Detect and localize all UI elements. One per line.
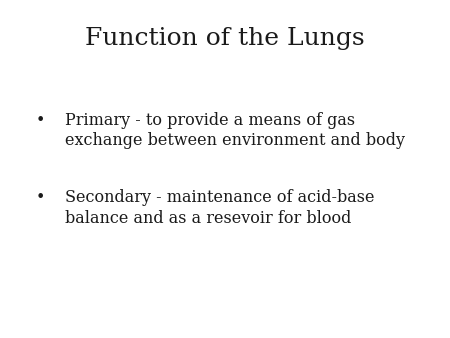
Text: •: • xyxy=(36,112,45,128)
Text: •: • xyxy=(36,189,45,206)
Text: Primary - to provide a means of gas
exchange between environment and body: Primary - to provide a means of gas exch… xyxy=(65,112,405,149)
Text: Secondary - maintenance of acid-base
balance and as a resevoir for blood: Secondary - maintenance of acid-base bal… xyxy=(65,189,375,227)
Text: Function of the Lungs: Function of the Lungs xyxy=(85,27,365,50)
